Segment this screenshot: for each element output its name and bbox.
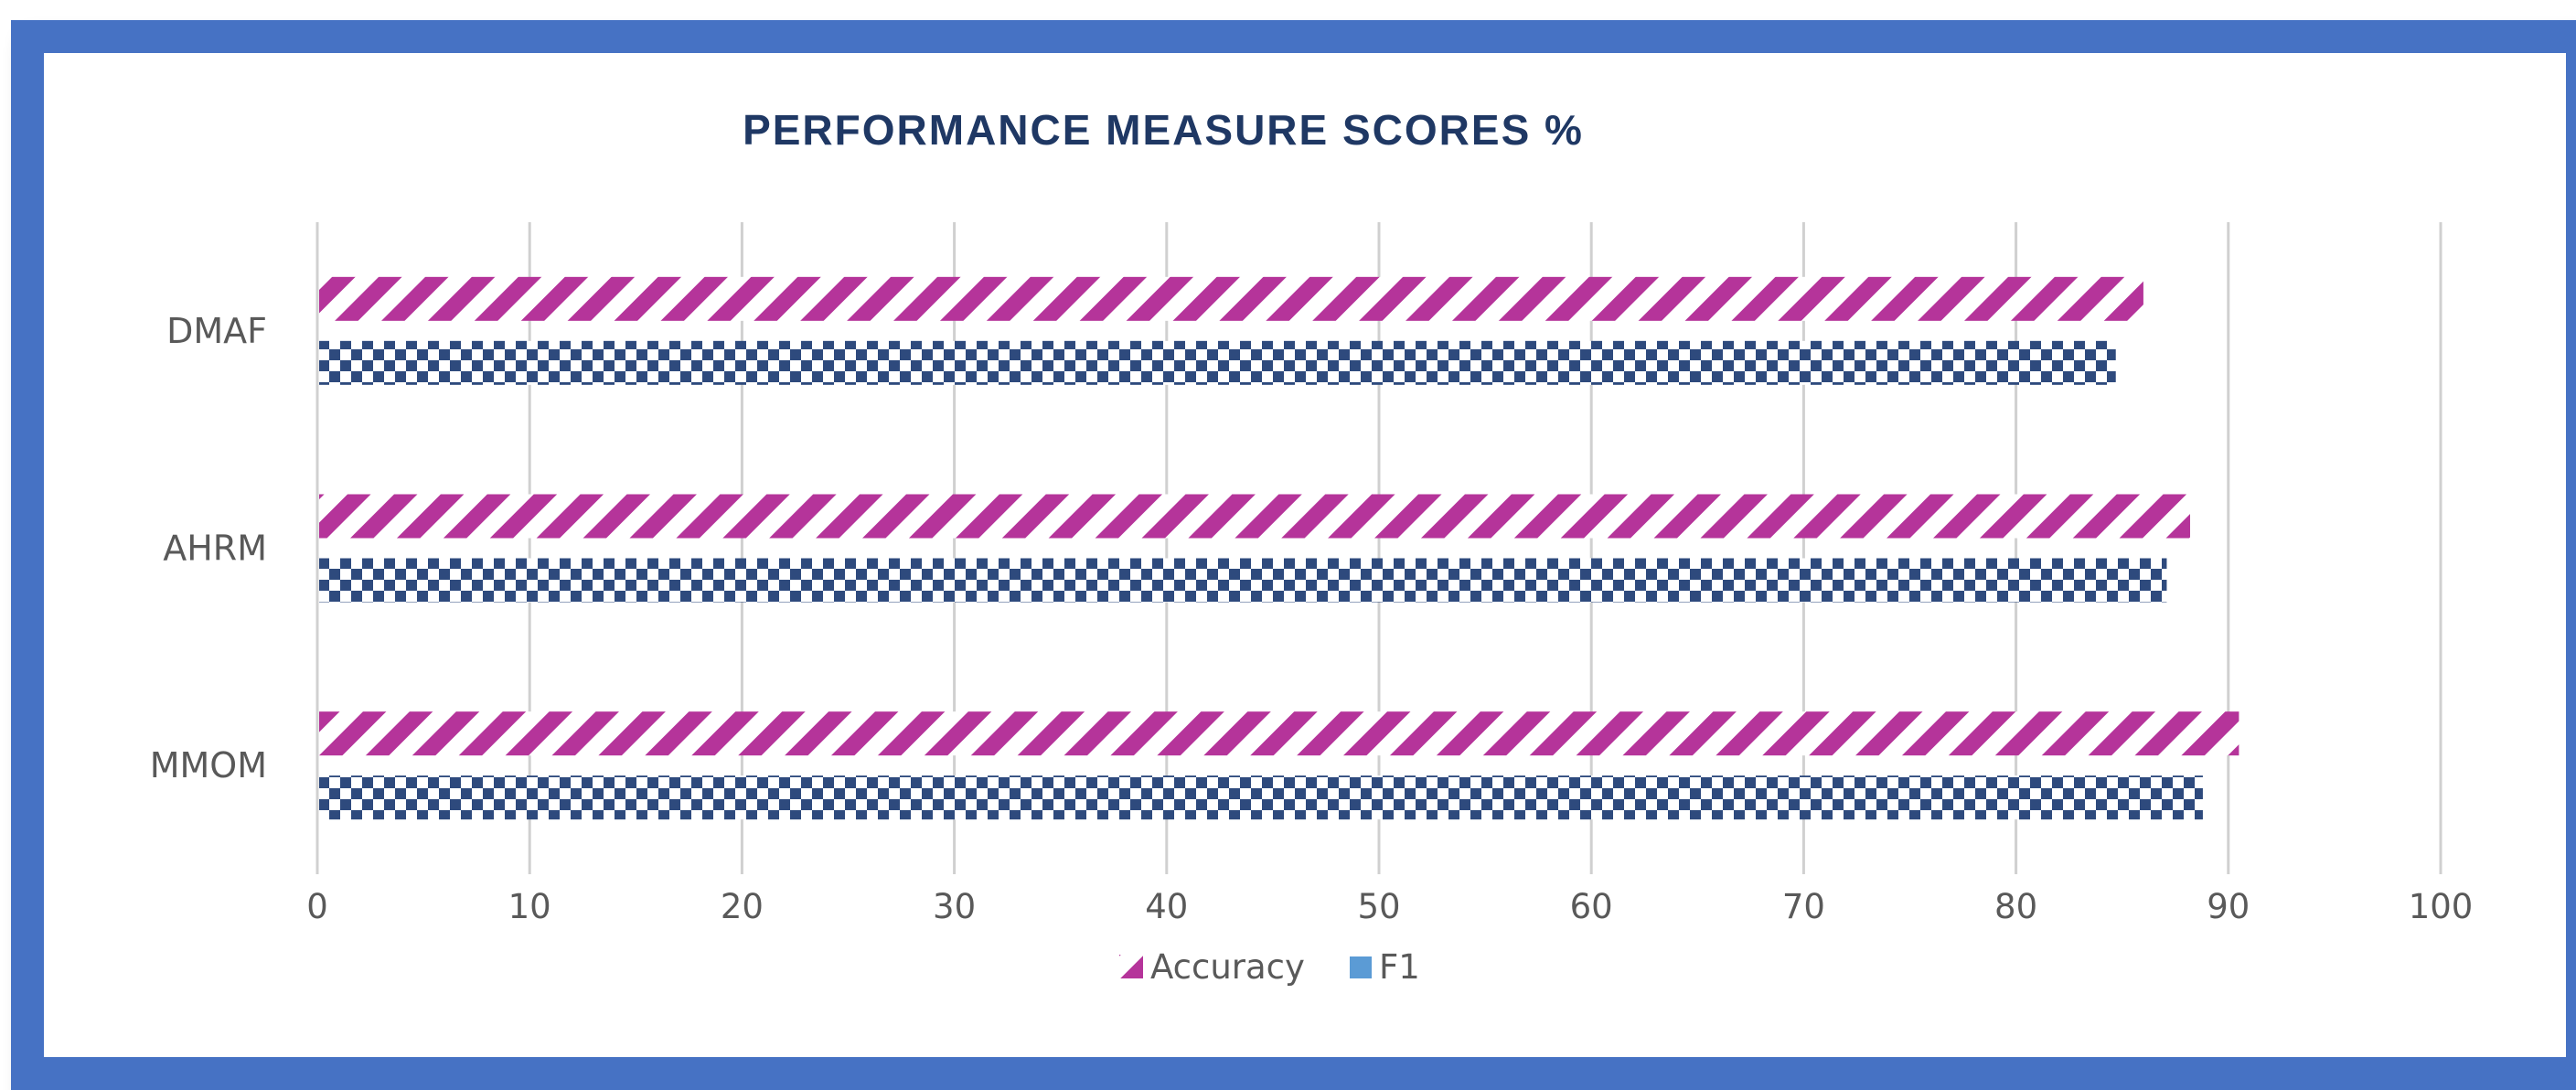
x-tick-label: 20 xyxy=(721,887,764,926)
legend-item-f1: F1 xyxy=(1350,947,1420,987)
chart-frame: PERFORMANCE MEASURE SCORES % DMAF AHRM MMO… xyxy=(11,20,2576,1090)
chart-title: PERFORMANCE MEASURE SCORES % xyxy=(743,106,1584,154)
legend-swatch-f1 xyxy=(1350,956,1372,978)
category-label-ahrm: AHRM xyxy=(163,529,267,569)
x-tick-label: 30 xyxy=(933,887,976,926)
legend-label-f1: F1 xyxy=(1379,947,1420,987)
bar-accuracy-mmom xyxy=(319,711,2239,756)
legend-swatch-accuracy xyxy=(1119,955,1143,978)
x-tick-label: 0 xyxy=(306,887,328,926)
x-tick-label: 10 xyxy=(508,887,551,926)
category-labels: DMAF AHRM MMOM xyxy=(150,311,267,785)
x-tick-label: 90 xyxy=(2207,887,2250,926)
bar-accuracy-ahrm xyxy=(319,494,2191,539)
x-tick-label: 60 xyxy=(1570,887,1613,926)
category-label-mmom: MMOM xyxy=(150,745,267,785)
bar-f1-ahrm xyxy=(319,558,2167,603)
legend-item-accuracy: Accuracy xyxy=(1119,947,1305,987)
category-label-dmaf: DMAF xyxy=(166,311,267,351)
legend: Accuracy F1 xyxy=(1119,947,1420,987)
legend-label-accuracy: Accuracy xyxy=(1150,947,1305,987)
bars xyxy=(319,276,2239,820)
gridlines xyxy=(315,222,2442,874)
x-tick-label: 50 xyxy=(1357,887,1400,926)
bar-f1-mmom xyxy=(319,775,2203,820)
x-tick-label: 40 xyxy=(1145,887,1188,926)
x-tick-label: 70 xyxy=(1782,887,1825,926)
x-tick-label: 80 xyxy=(1994,887,2037,926)
x-tick-labels: 0 10 20 30 40 50 60 70 80 90 100 xyxy=(306,887,2473,926)
x-tick-label: 100 xyxy=(2409,887,2474,926)
bar-chart: PERFORMANCE MEASURE SCORES % DMAF AHRM MMO… xyxy=(150,106,2474,987)
bar-f1-dmaf xyxy=(319,340,2116,385)
bar-accuracy-dmaf xyxy=(319,276,2143,321)
